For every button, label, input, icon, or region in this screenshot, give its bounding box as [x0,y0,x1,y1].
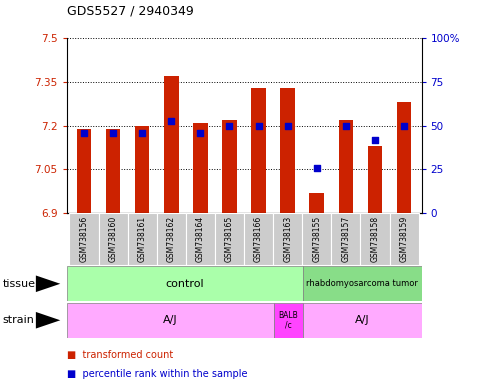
Bar [397,103,411,213]
Text: ■  transformed count: ■ transformed count [67,350,173,360]
Bar [244,213,273,265]
Bar [303,303,422,338]
Bar [99,213,128,265]
Polygon shape [36,312,60,329]
Text: ■  percentile rank within the sample: ■ percentile rank within the sample [67,369,247,379]
Bar [274,303,303,338]
Text: GSM738156: GSM738156 [79,216,89,262]
Text: GSM738163: GSM738163 [283,216,292,262]
Bar [186,213,215,265]
Bar [106,129,120,213]
Point [255,122,263,129]
Bar [157,213,186,265]
Point [225,122,233,129]
Point [196,130,204,136]
Point [80,130,88,136]
Point [138,130,146,136]
Text: BALB
/c: BALB /c [279,311,298,330]
Text: GSM738162: GSM738162 [167,216,176,262]
Text: strain: strain [2,315,35,325]
Text: GSM738166: GSM738166 [254,216,263,262]
Bar [222,120,237,213]
Bar [193,123,208,213]
Bar [215,213,244,265]
Text: GSM738164: GSM738164 [196,216,205,262]
Bar [128,213,157,265]
Bar [339,120,353,213]
Text: GSM738160: GSM738160 [108,216,118,262]
Text: A/J: A/J [355,315,370,325]
Point [371,137,379,143]
Point [167,118,175,124]
Bar [135,126,149,213]
Bar [67,303,274,338]
Bar [77,129,91,213]
Text: control: control [166,279,204,289]
Point [284,122,292,129]
Text: GDS5527 / 2940349: GDS5527 / 2940349 [67,4,193,17]
Text: GSM738159: GSM738159 [399,216,409,262]
Point [342,122,350,129]
Bar [281,88,295,213]
Text: GSM738161: GSM738161 [138,216,147,262]
Bar [368,146,382,213]
Bar [273,213,302,265]
Bar [331,213,360,265]
Point [109,130,117,136]
Text: GSM738157: GSM738157 [341,216,351,262]
Point [400,122,408,129]
Bar [164,76,178,213]
Point [313,165,321,171]
Bar [310,193,324,213]
Bar [360,213,389,265]
Text: tissue: tissue [2,279,35,289]
Bar [302,213,331,265]
Bar [70,213,99,265]
Bar [389,213,419,265]
Text: rhabdomyosarcoma tumor: rhabdomyosarcoma tumor [307,279,418,288]
Text: GSM738165: GSM738165 [225,216,234,262]
Text: A/J: A/J [163,315,177,325]
Text: GSM738155: GSM738155 [312,216,321,262]
Text: GSM738158: GSM738158 [370,216,380,262]
Polygon shape [36,275,60,292]
Bar [303,266,422,301]
Bar [251,88,266,213]
Bar [67,266,303,301]
